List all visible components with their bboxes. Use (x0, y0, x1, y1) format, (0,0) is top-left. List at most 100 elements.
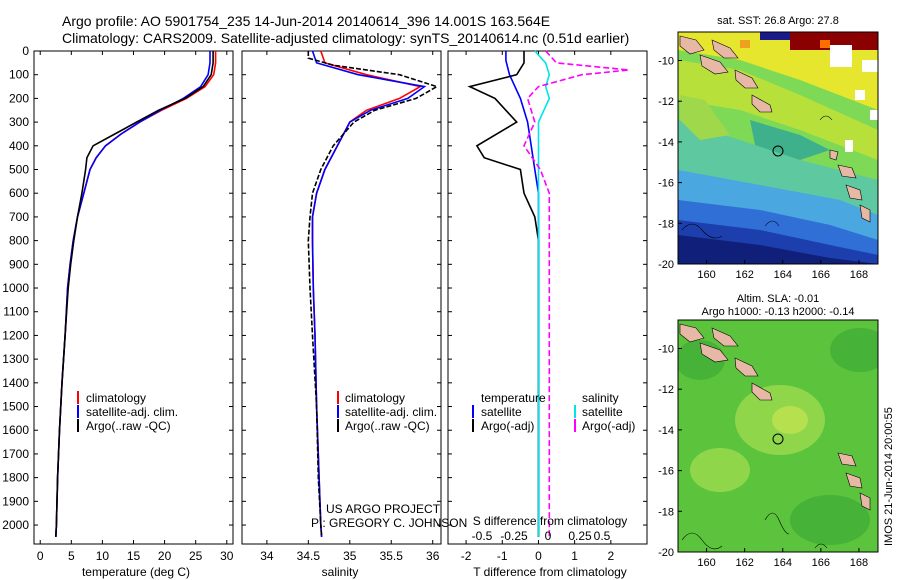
header-line-2: Climatology: CARS2009. Satellite-adjuste… (62, 30, 629, 46)
depth-tick-label: 600 (9, 186, 29, 200)
series-line-climatology (311, 50, 423, 537)
temperature-lines (55, 51, 217, 537)
salinity-lines (307, 50, 439, 537)
series-line-salinity-argo-adj- (523, 50, 629, 537)
sla-map: Altim. SLA: -0.01 Argo h1000: -0.13 h200… (658, 293, 879, 569)
legend-title-temperature: temperature (481, 391, 546, 405)
map-y-tick-label: -14 (658, 425, 674, 437)
temperature-panel-frame (33, 50, 234, 545)
series-line-salinity-satellite (534, 50, 551, 537)
map-x-tick-label: 160 (697, 557, 715, 569)
depth-tick-label: 0 (22, 44, 29, 58)
x-tick-label: 30 (220, 549, 234, 563)
map-x-tick-label: 168 (850, 557, 868, 569)
profile-panels: 0100200300400500600700800900100011001200… (2, 44, 648, 563)
s-tick-label: 0 (545, 529, 552, 543)
legend-title-salinity: salinity (582, 391, 619, 405)
salinity-legend: climatology satellite-adj. clim. Argo(..… (337, 391, 437, 433)
map-y-tick-label: -12 (658, 384, 674, 396)
map-y-tick-label: -20 (658, 547, 674, 559)
map-y-tick-label: -12 (658, 96, 674, 108)
salinity-panel-frame (241, 50, 442, 545)
argo-location-marker (772, 433, 784, 445)
s-tick-label: 0.5 (594, 529, 611, 543)
map-y-tick-label: -16 (658, 178, 674, 190)
map-x-tick-label: 162 (735, 557, 753, 569)
depth-tick-label: 1600 (2, 423, 29, 437)
depth-tick-label: 800 (9, 234, 29, 248)
salinity-x-axis: 34 34.5 35 35.5 36 (260, 51, 440, 563)
argo-location-marker (772, 145, 784, 157)
difference-legend: temperature salinity satellite Argo(-adj… (472, 391, 635, 433)
sla-map-title-1: Altim. SLA: -0.01 (737, 293, 820, 305)
legend-label: satellite-adj. clim. (345, 405, 437, 419)
sla-map-frame (677, 319, 879, 553)
sst-map-frame (677, 31, 879, 265)
map-x-tick-label: 160 (697, 269, 715, 281)
depth-tick-label: 1100 (3, 305, 29, 319)
x-tick-label: -1 (497, 549, 508, 563)
legend-label: satellite (481, 405, 522, 419)
series-line-argo-raw-qc- (307, 51, 439, 537)
map-y-tick-label: -10 (658, 343, 674, 355)
depth-tick-label: 1400 (2, 376, 29, 390)
sst-map-axes: 160 162 164 166 168 -10 -12 -14 -16 -18 -20 (658, 55, 868, 281)
series-line-temperature-argo-adj- (467, 51, 540, 537)
temperature-legend: climatology satellite-adj. clim. Argo(..… (77, 391, 178, 433)
s-tick-label: -0.25 (500, 529, 528, 543)
temperature-x-axis: 0 5 10 15 20 25 30 (37, 51, 234, 563)
x-tick-label: 35 (343, 549, 357, 563)
x-tick-label: 10 (96, 549, 110, 563)
x-tick-label: 34.5 (297, 549, 321, 563)
x-tick-label: 35.5 (380, 549, 404, 563)
x-tick-label: 34 (260, 549, 274, 563)
depth-tick-label: 1900 (2, 494, 29, 508)
depth-tick-label: 100 (9, 68, 29, 82)
map-y-tick-label: -16 (658, 466, 674, 478)
legend-label: Argo(..raw -QC) (345, 419, 430, 433)
depth-tick-label: 1700 (2, 447, 29, 461)
depth-tick-label: 1800 (2, 471, 29, 485)
project-credit: US ARGO PROJECT (326, 502, 441, 516)
header-line-1: Argo profile: AO 5901754_235 14-Jun-2014… (62, 13, 550, 29)
series-line-argo-raw-qc- (55, 51, 214, 537)
sst-map: sat. SST: 26.8 Argo: 27.8 (658, 15, 879, 281)
x-tick-label: 20 (158, 549, 172, 563)
map-x-tick-label: 164 (774, 269, 792, 281)
legend-label: satellite-adj. clim. (86, 405, 178, 419)
sla-field (678, 320, 878, 552)
x-tick-label: -2 (461, 549, 472, 563)
sst-map-title: sat. SST: 26.8 Argo: 27.8 (717, 15, 839, 27)
x-tick-label: 0 (535, 549, 542, 563)
map-y-tick-label: -18 (658, 218, 674, 230)
map-x-tick-label: 168 (850, 269, 868, 281)
x-tick-label: 5 (68, 549, 75, 563)
series-line-satellite-adj-clim- (311, 50, 427, 537)
imos-watermark: IMOS 21-Jun-2014 20:00:55 (883, 407, 895, 546)
pi-credit: PI: GREGORY C. JOHNSON (311, 516, 467, 530)
depth-tick-label: 1500 (2, 400, 29, 414)
depth-axis: 0 100 200 300 400 500 600 700 800 900 1000 1100 1200… (2, 44, 647, 532)
depth-tick-label: 700 (9, 210, 29, 224)
salinity-axis-label: salinity (322, 565, 359, 579)
depth-tick-label: 200 (9, 91, 29, 105)
legend-label: satellite (582, 405, 623, 419)
temperature-axis-label: temperature (deg C) (82, 565, 190, 579)
s-difference-axis-label: S difference from climatology (473, 514, 628, 528)
map-y-tick-label: -10 (658, 55, 674, 67)
s-tick-label: -0.5 (472, 529, 493, 543)
legend-label: climatology (345, 391, 405, 405)
legend-label: climatology (86, 391, 146, 405)
x-tick-label: 25 (189, 549, 203, 563)
depth-tick-label: 500 (9, 163, 29, 177)
legend-label: Argo(-adj) (582, 419, 635, 433)
legend-label: Argo(-adj) (481, 419, 534, 433)
s-difference-tick-labels: -0.5 -0.25 0 0.25 0.5 (472, 529, 611, 543)
x-tick-label: 0 (37, 549, 44, 563)
depth-tick-label: 1000 (2, 281, 29, 295)
map-x-tick-label: 166 (812, 269, 830, 281)
t-difference-axis-label: T difference from climatology (473, 565, 627, 579)
difference-lines (467, 50, 629, 537)
sla-map-title-2: Argo h1000: -0.13 h2000: -0.14 (702, 306, 855, 318)
